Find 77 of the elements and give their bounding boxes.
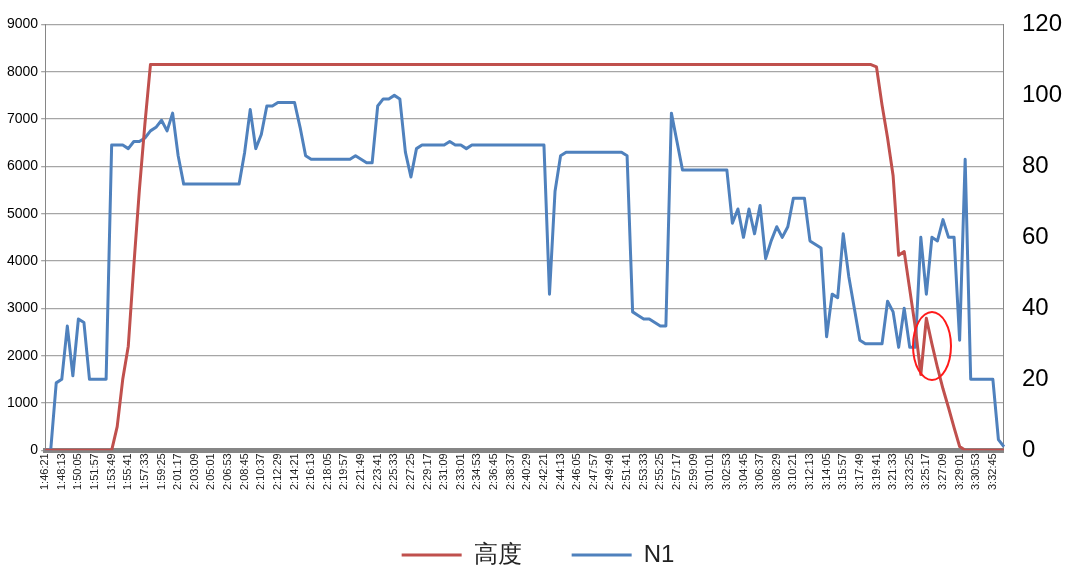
x-tick-label: 2:27:25 [403,453,416,490]
x-tick-label: 2:05:01 [204,453,217,490]
x-tick-label: 2:53:33 [636,453,649,490]
x-tick-label: 1:53:49 [104,453,117,490]
y-tick-label: 4000 [6,251,39,268]
y-tick-label: 5000 [6,204,39,221]
x-tick-label: 2:10:37 [254,453,267,490]
y2-tick-label: 80 [1021,150,1049,178]
x-tick-label: 3:04:45 [736,453,749,490]
x-tick-label: 1:50:05 [71,453,84,490]
x-tick-label: 3:14:05 [819,453,832,490]
legend-label: 高度 [473,539,522,567]
y-tick-label: 2000 [6,346,39,363]
x-tick-label: 1:59:25 [154,453,167,490]
x-tick-label: 2:19:57 [337,453,350,490]
x-tick-label: 2:03:09 [187,453,200,490]
x-tick-label: 2:08:45 [237,453,250,490]
x-tick-label: 3:25:17 [919,453,932,490]
x-tick-label: 2:34:53 [470,453,483,490]
x-tick-label: 2:23:41 [370,453,383,490]
y2-tick-label: 60 [1021,221,1049,249]
x-tick-label: 2:12:29 [270,453,283,490]
y2-tick-label: 40 [1021,292,1049,320]
x-tick-label: 2:57:17 [669,453,682,490]
x-tick-label: 2:18:05 [320,453,333,490]
y-tick-label: 8000 [6,62,39,79]
x-tick-label: 2:40:29 [520,453,533,490]
x-tick-label: 1:46:21 [38,453,51,490]
x-tick-label: 2:44:13 [553,453,566,490]
x-tick-label: 3:30:53 [969,453,982,490]
y2-tick-label: 20 [1021,363,1049,391]
y-tick-label: 9000 [6,15,39,32]
x-tick-label: 2:38:37 [503,453,516,490]
x-tick-label: 3:15:57 [836,453,849,490]
x-tick-label: 3:29:01 [952,453,965,490]
y2-tick-label: 100 [1021,80,1062,108]
y2-tick-label: 0 [1021,434,1036,462]
x-tick-label: 2:21:49 [354,453,367,490]
x-tick-label: 1:57:33 [137,453,150,490]
x-tick-label: 3:21:33 [886,453,899,490]
y-tick-label: 6000 [6,157,39,174]
x-tick-label: 3:01:01 [703,453,716,490]
x-tick-label: 3:17:49 [852,453,865,490]
x-tick-label: 3:32:45 [985,453,998,490]
y-tick-label: 0 [30,441,39,458]
x-tick-label: 3:06:37 [753,453,766,490]
x-tick-label: 2:14:21 [287,453,300,490]
x-tick-label: 2:47:57 [586,453,599,490]
x-tick-label: 2:01:17 [171,453,184,490]
x-tick-label: 3:23:25 [902,453,915,490]
legend-label: N1 [643,539,675,567]
y-tick-label: 7000 [6,109,39,126]
y2-tick-label: 120 [1021,9,1062,37]
x-tick-label: 2:06:53 [221,453,234,490]
x-tick-label: 3:12:13 [803,453,816,490]
y-tick-label: 3000 [6,299,39,316]
x-tick-label: 2:42:21 [536,453,549,490]
x-tick-label: 3:10:21 [786,453,799,490]
x-tick-label: 2:31:09 [437,453,450,490]
x-tick-label: 2:36:45 [487,453,500,490]
x-tick-label: 3:08:29 [769,453,782,490]
x-tick-label: 1:48:13 [54,453,67,490]
x-tick-label: 1:55:41 [121,453,134,490]
x-tick-label: 2:49:49 [603,453,616,490]
x-tick-label: 2:29:17 [420,453,433,490]
x-tick-label: 3:27:09 [936,453,949,490]
x-tick-label: 3:02:53 [719,453,732,490]
x-tick-label: 2:51:41 [620,453,633,490]
x-tick-label: 3:19:41 [869,453,882,490]
y-tick-label: 1000 [6,393,39,410]
x-tick-label: 1:51:57 [88,453,101,490]
x-tick-label: 2:59:09 [686,453,699,490]
x-tick-label: 2:25:33 [387,453,400,490]
x-tick-label: 2:33:01 [453,453,466,490]
x-tick-label: 2:16:13 [304,453,317,490]
x-tick-label: 2:46:05 [570,453,583,490]
x-tick-label: 2:55:25 [653,453,666,490]
